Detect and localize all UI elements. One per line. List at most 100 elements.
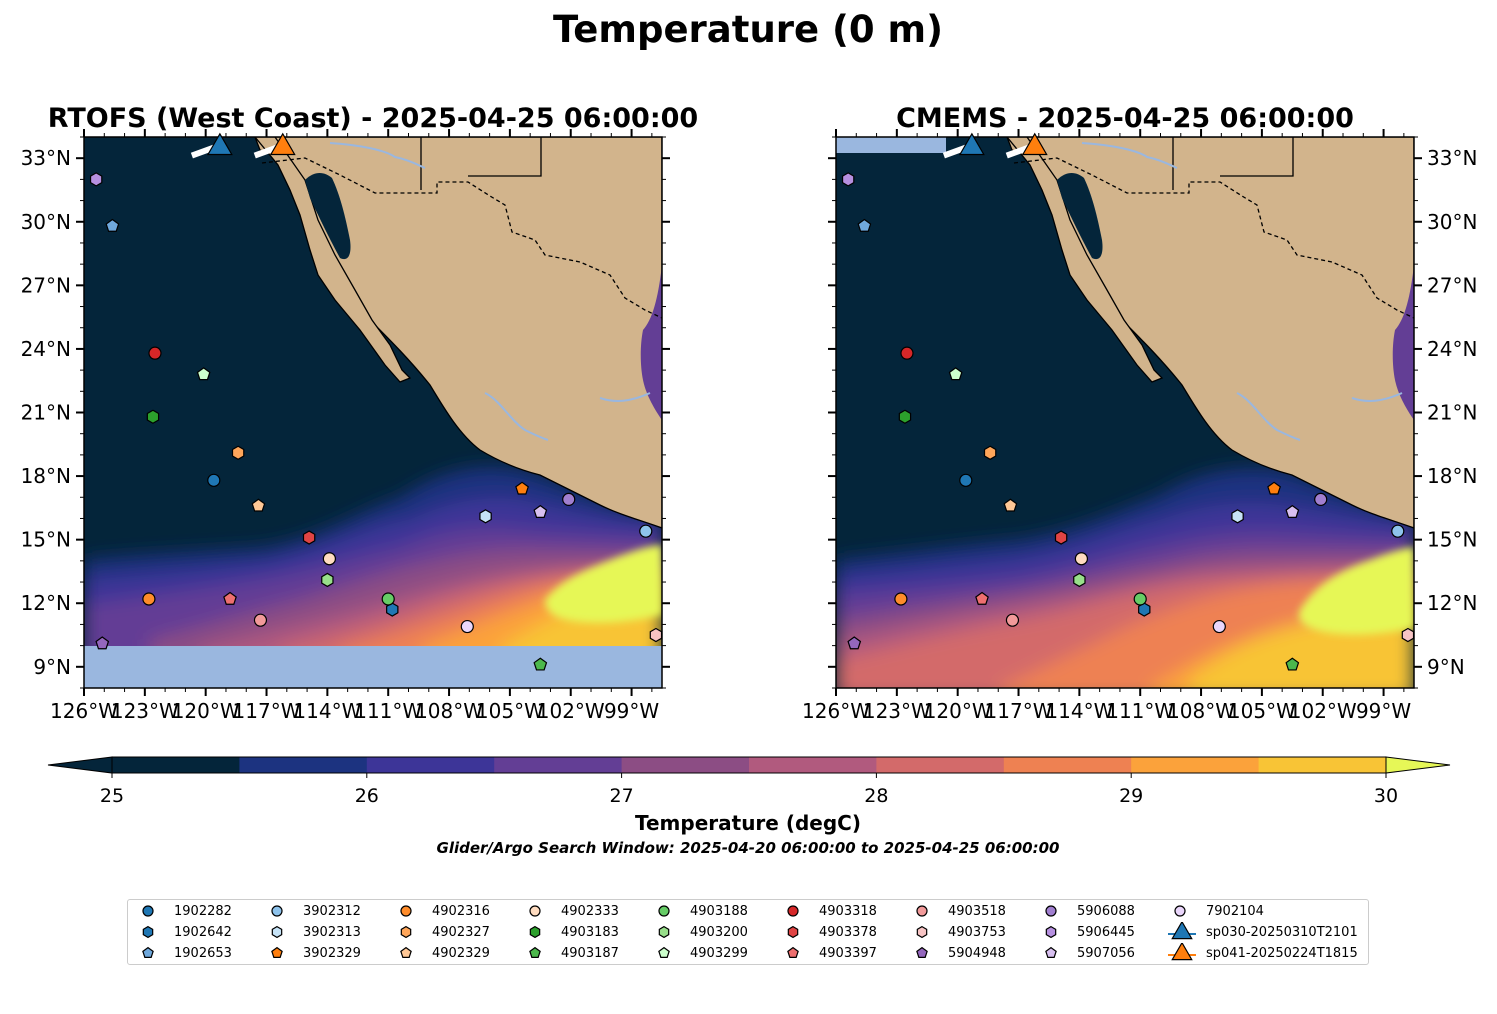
legend-label: 5906088: [1077, 903, 1135, 919]
legend-symbol: [1171, 943, 1193, 961]
colorbar-tick-label: 29: [1119, 785, 1143, 807]
legend-label: 4902329: [432, 945, 490, 961]
legend-symbol: [142, 925, 154, 939]
legend-marker: [787, 946, 799, 958]
platform-marker-7902104: [1212, 619, 1226, 634]
platform-marker-4903188: [381, 592, 395, 606]
legend-symbol: [271, 925, 283, 939]
platform-marker-4903397: [975, 591, 989, 605]
platform-marker-5904948: [847, 636, 862, 650]
legend-item-sp030-20250310T2101: sp030-20250310T2101: [1168, 922, 1358, 942]
legend-marker: [400, 946, 412, 958]
legend-marker: [271, 905, 283, 917]
platform-marker-4903397: [223, 591, 237, 605]
platform-marker-5907056: [533, 504, 548, 518]
x-tick-label: 108°W: [1167, 699, 1235, 723]
legend-item-4903518: 4903518: [910, 901, 1006, 921]
x-tick-label: 99°W: [604, 699, 659, 723]
glider-marker-sp030-20250310T2101: [958, 132, 985, 156]
glider-marker-sp030-20250310T2101: [206, 132, 233, 156]
search-window-subtitle: Glider/Argo Search Window: 2025-04-20 06…: [437, 839, 1060, 857]
map-panel-rtofs: RTOFS (West Coast) - 2025-04-25 06:00:00: [21, 103, 699, 723]
y-tick-label: 21°N: [1427, 401, 1477, 425]
legend-symbol: [1045, 946, 1057, 958]
platform-marker-4902329: [251, 498, 266, 512]
no-data-band: [84, 646, 662, 688]
legend-item-4902316: 4902316: [394, 901, 490, 921]
legend-label: 4903378: [819, 924, 877, 940]
platform-marker-1902282: [959, 473, 973, 487]
legend-marker: [142, 905, 154, 917]
legend-marker: [1045, 946, 1057, 958]
platform-marker-5904948: [95, 636, 110, 650]
colorbar-segment: [1003, 757, 1132, 773]
legend-marker: [271, 946, 283, 958]
legend-symbol: [400, 946, 412, 958]
colorbar-segments: [112, 757, 1387, 773]
colorbar-tick-label: 27: [610, 785, 634, 807]
legend-label: 4903753: [948, 924, 1006, 940]
x-tick-label: 108°W: [415, 699, 483, 723]
legend-marker: [658, 905, 670, 917]
y-tick-label: 30°N: [1427, 210, 1477, 234]
legend-item-4903299: 4903299: [652, 943, 748, 963]
legend-symbol: [916, 925, 928, 939]
y-tick-label: 15°N: [1427, 528, 1477, 552]
legend-symbol: [1045, 925, 1057, 939]
y-tick-label: 12°N: [1427, 591, 1477, 615]
legend-item-5906088: 5906088: [1039, 901, 1135, 921]
legend-item-4903183: 4903183: [523, 922, 619, 942]
map-title-rtofs: RTOFS (West Coast) - 2025-04-25 06:00:00: [48, 103, 698, 134]
borders-and-rivers: [1013, 137, 1414, 441]
y-tick-label: 33°N: [21, 146, 71, 170]
legend-symbol: [529, 925, 541, 939]
legend-label: 4902327: [432, 924, 490, 940]
platform-marker-4902327: [231, 445, 245, 460]
legend-marker: [400, 905, 412, 917]
glider-track-sp030-20250310T2101: [942, 144, 967, 159]
legend-marker: [1168, 922, 1196, 940]
legend-marker: [787, 905, 799, 917]
y-tick-label: 27°N: [21, 273, 71, 297]
legend-symbol: [529, 905, 541, 917]
legend-symbol: [916, 946, 928, 958]
y-tick-label: 33°N: [1427, 146, 1477, 170]
legend-symbol: [1174, 905, 1186, 917]
platform-marker-3902313: [1231, 509, 1244, 524]
platform-marker-4902316: [894, 592, 908, 606]
platform-marker-4903187: [533, 657, 548, 671]
legend-label: 5904948: [948, 945, 1006, 961]
y-tick-label: 18°N: [21, 464, 71, 488]
legend-label: 5907056: [1077, 945, 1135, 961]
platform-marker-4903378: [1054, 530, 1068, 545]
platform-marker-4902327: [983, 445, 997, 460]
colorbar-segment: [1131, 757, 1260, 773]
x-tick-label: 102°W: [1289, 699, 1357, 723]
colorbar-label: Temperature (degC): [635, 811, 861, 835]
legend-item-4903318: 4903318: [781, 901, 877, 921]
colorbar-segment: [112, 757, 240, 773]
legend-marker: [658, 925, 670, 939]
platform-marker-4902333: [322, 552, 336, 566]
platform-marker-4903318: [900, 346, 914, 360]
x-tick-label: 102°W: [537, 699, 605, 723]
legend-marker: [529, 925, 541, 939]
map-title-cmems: CMEMS - 2025-04-25 06:00:00: [896, 103, 1354, 134]
legend-label: 4903318: [819, 903, 877, 919]
legend-label: sp041-20250224T1815: [1206, 945, 1358, 961]
x-tick-label: 105°W: [476, 699, 544, 723]
no-data-patch: [836, 137, 946, 153]
legend-label: 4903518: [948, 903, 1006, 919]
colorbar-segment: [239, 757, 368, 773]
platform-legend: 1902282 1902642 1902653 3902312 3902313 39023…: [127, 899, 1369, 965]
legend-marker: [916, 946, 928, 958]
map-axes-cmems: 126°W123°W120°W117°W114°W111°W108°W105°W…: [802, 129, 1477, 723]
legend-symbol: [142, 946, 154, 958]
figure-title: Temperature (0 m): [553, 8, 943, 51]
glider-track-sp041-20250224T1815: [1005, 144, 1030, 159]
legend-symbol: [658, 905, 670, 917]
legend-item-5904948: 5904948: [910, 943, 1006, 963]
legend-item-sp041-20250224T1815: sp041-20250224T1815: [1168, 943, 1358, 963]
platform-marker-5906088: [562, 492, 576, 506]
